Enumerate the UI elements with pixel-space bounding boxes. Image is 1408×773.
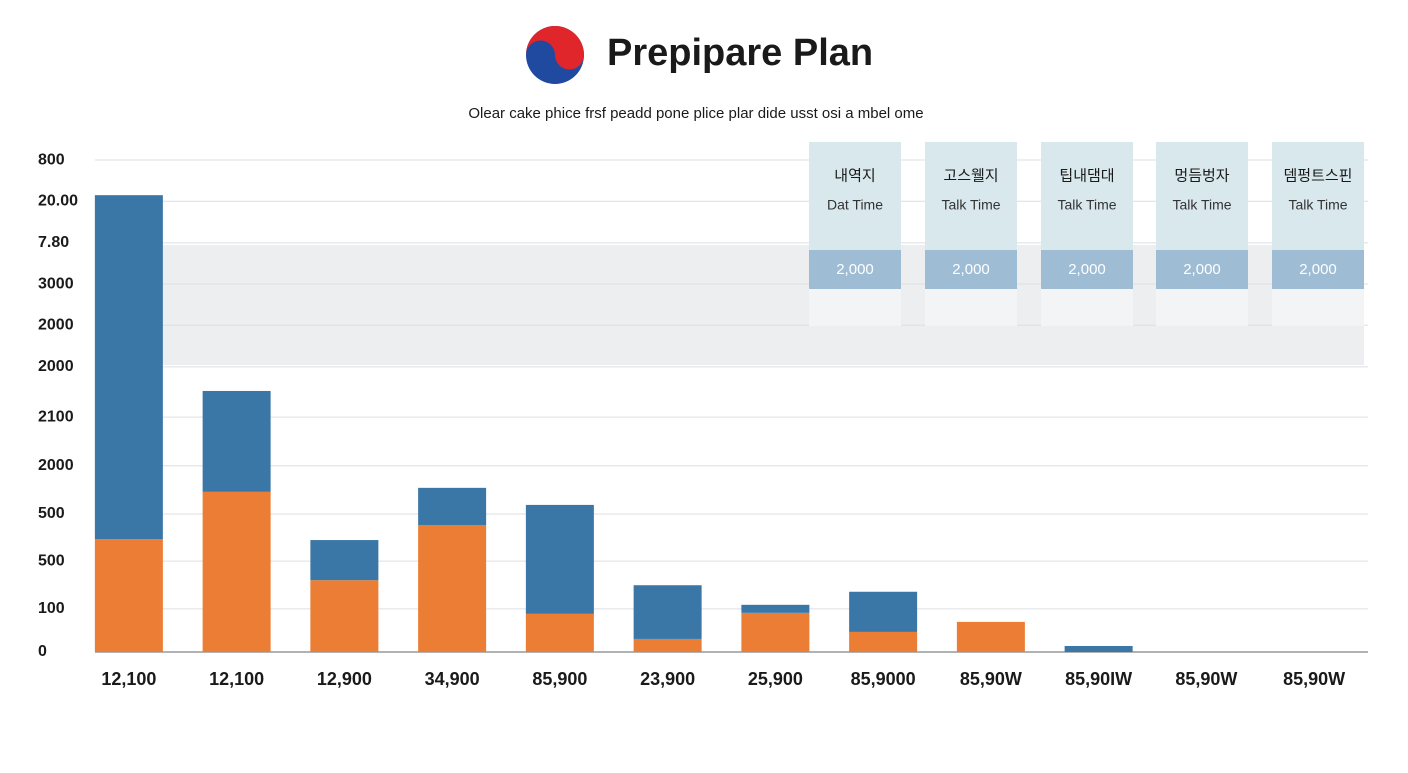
card-header bbox=[809, 142, 901, 250]
bar-segment bbox=[849, 591, 918, 632]
card-value: 2,000 bbox=[952, 261, 990, 278]
bar-segment bbox=[633, 638, 702, 652]
bar-segment bbox=[94, 195, 163, 540]
chart-subtitle: Olear cake phice frsf peadd pone plice p… bbox=[468, 105, 923, 122]
card-value-band bbox=[1272, 250, 1364, 289]
card-value-band bbox=[1156, 250, 1248, 289]
card-subtitle: Talk Time bbox=[941, 197, 1000, 213]
card-value-band bbox=[1041, 250, 1133, 289]
x-tick-label: 12,100 bbox=[101, 669, 156, 689]
x-tick-label: 85,90W bbox=[1175, 669, 1237, 689]
x-tick-label: 85,90W bbox=[960, 669, 1022, 689]
card-title: 고스웰지 bbox=[943, 167, 998, 185]
chart-title: Prepipare Plan bbox=[607, 32, 873, 74]
card-header bbox=[1156, 142, 1248, 250]
y-tick-label: 2000 bbox=[38, 457, 74, 474]
y-tick-label: 800 bbox=[38, 151, 65, 168]
x-tick-label: 85,9000 bbox=[851, 669, 916, 689]
card-header bbox=[925, 142, 1017, 250]
card-value: 2,000 bbox=[1299, 261, 1337, 278]
card-subtitle: Dat Time bbox=[827, 197, 883, 213]
x-tick-label: 85,90W bbox=[1283, 669, 1345, 689]
y-tick-label: 2000 bbox=[38, 316, 74, 333]
bar-segment bbox=[310, 580, 379, 652]
card-subtitle: Talk Time bbox=[1172, 197, 1231, 213]
bar-segment bbox=[418, 487, 487, 525]
bar-segment bbox=[956, 621, 1025, 652]
x-tick-label: 25,900 bbox=[748, 669, 803, 689]
cards: 내역지 Dat Time 2,000 고스웰지 Talk Time 2,000 팁내댐대 Ta… bbox=[809, 142, 1364, 326]
y-tick-label: 2000 bbox=[38, 358, 74, 375]
bars: 12,100 12,100 12,900 34,900 85,900 23,900 25,9… bbox=[94, 195, 1345, 689]
bar-segment bbox=[310, 540, 379, 581]
x-tick-label: 23,900 bbox=[640, 669, 695, 689]
bar-segment bbox=[418, 524, 487, 652]
x-tick-label: 12,100 bbox=[209, 669, 264, 689]
bar-segment bbox=[1064, 645, 1133, 652]
y-tick-label: 7.80 bbox=[38, 234, 69, 251]
bar-segment bbox=[94, 539, 163, 652]
card-subtitle: Talk Time bbox=[1057, 197, 1116, 213]
bar-segment bbox=[525, 613, 594, 652]
bar-segment bbox=[202, 491, 271, 652]
card-title: 뎀펑트스핀 bbox=[1283, 167, 1352, 185]
grid: 0 100 500 500 2000 2100 2000 2000 3000 7.80 20.00 8… bbox=[38, 151, 1368, 660]
card-title: 멍듬벙자 bbox=[1174, 167, 1229, 185]
bar-segment bbox=[525, 504, 594, 614]
bar-segment bbox=[633, 585, 702, 639]
x-tick-label: 34,900 bbox=[425, 669, 480, 689]
card-value-band bbox=[925, 250, 1017, 289]
card-value: 2,000 bbox=[1068, 261, 1106, 278]
y-tick-label: 2100 bbox=[38, 408, 74, 425]
y-tick-label: 100 bbox=[38, 600, 65, 617]
y-tick-label: 0 bbox=[38, 643, 47, 660]
y-tick-label: 20.00 bbox=[38, 192, 78, 209]
bar-segment bbox=[202, 390, 271, 492]
x-tick-label: 12,900 bbox=[317, 669, 372, 689]
y-tick-label: 500 bbox=[38, 552, 65, 569]
card-subtitle: Talk Time bbox=[1288, 197, 1347, 213]
card-header bbox=[1272, 142, 1364, 250]
card-value-band bbox=[809, 250, 901, 289]
card-value: 2,000 bbox=[836, 261, 874, 278]
card-title: 팁내댐대 bbox=[1059, 167, 1114, 185]
x-tick-label: 85,90IW bbox=[1065, 669, 1132, 689]
logo bbox=[526, 26, 584, 84]
bar-segment bbox=[741, 604, 810, 613]
card-value: 2,000 bbox=[1183, 261, 1221, 278]
y-tick-label: 3000 bbox=[38, 275, 74, 292]
x-tick-label: 85,900 bbox=[532, 669, 587, 689]
bar-segment bbox=[849, 631, 918, 652]
bar-segment bbox=[741, 612, 810, 652]
card-title: 내역지 bbox=[834, 167, 875, 185]
y-tick-label: 500 bbox=[38, 505, 65, 522]
card-header bbox=[1041, 142, 1133, 250]
